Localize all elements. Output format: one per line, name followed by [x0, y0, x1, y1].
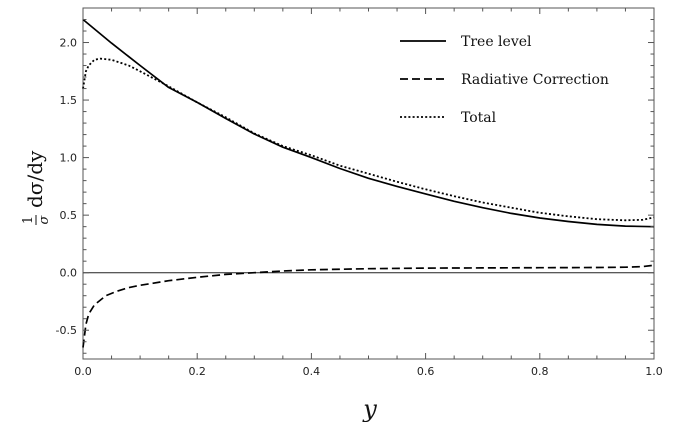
plot-area-border: [82, 7, 655, 360]
legend-label: Tree level: [461, 34, 532, 50]
y-axis-title-numerator: 1: [21, 216, 36, 224]
y-tick-label: 2.0: [60, 37, 78, 50]
x-tick-label: 0.8: [531, 365, 549, 378]
x-axis-ticks: 0.0 0.2 0.4 0.6 0.8 1.0: [74, 8, 663, 378]
y-axis-ticks: -0.5 0.0 0.5 1.0 1.5 2.0: [56, 7, 654, 354]
x-tick-label: 0.2: [188, 365, 206, 378]
series-line-radiative-correction: [82, 264, 655, 348]
plot-frame: [82, 7, 655, 360]
y-tick-label: -0.5: [56, 324, 77, 337]
y-tick-label: 1.5: [60, 94, 78, 107]
y-axis-title-derivative: dσ/dy: [23, 150, 47, 208]
legend-label: Radiative Correction: [461, 72, 609, 88]
y-axis-title-denominator: σ: [37, 214, 52, 224]
x-tick-label: 0.6: [417, 365, 435, 378]
legend: Tree level Radiative Correction Total: [400, 34, 609, 126]
x-tick-label: 0.4: [303, 365, 321, 378]
y-axis-title: 1 σ dσ/dy: [21, 150, 52, 225]
x-tick-label: 1.0: [645, 365, 663, 378]
series-layer: [82, 18, 655, 348]
y-tick-label: 0.5: [60, 209, 78, 222]
x-tick-label: 0.0: [74, 365, 92, 378]
y-tick-label: 1.0: [60, 152, 78, 165]
legend-label: Total: [461, 110, 497, 126]
series-line-tree-level: [82, 18, 655, 228]
y-tick-label: 0.0: [60, 267, 78, 280]
x-axis-title: y: [362, 395, 377, 422]
series-line-total: [82, 57, 655, 222]
